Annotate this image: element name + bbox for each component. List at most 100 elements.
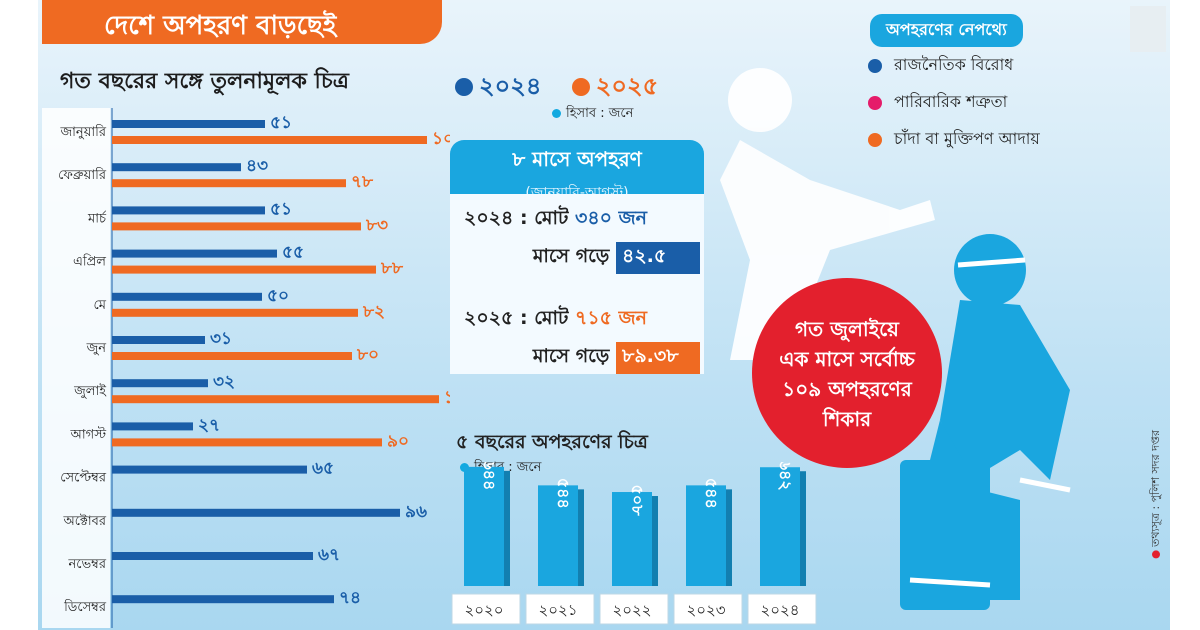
bar-2025 <box>112 265 376 274</box>
bar-value-label: ৯৬ <box>405 502 427 522</box>
bar-2025 <box>112 136 427 144</box>
year-column-side <box>652 496 658 586</box>
bar-value-label: ৮০ <box>356 345 379 365</box>
legend-2025: ২০২৫ <box>571 68 659 108</box>
left-frame <box>0 0 38 630</box>
kidnapper-body <box>720 140 935 360</box>
bar-value-label: ৩১ <box>210 329 232 349</box>
bar-2024 <box>112 120 265 128</box>
summary-2025-prefix: ২০২৫ : মোট <box>464 307 569 329</box>
month-label: জানুয়ারি <box>60 124 107 140</box>
year-column-value: ৫৪৪ <box>702 478 721 509</box>
summary-2025-avg-value: ৮৯.৩৮ <box>616 342 700 374</box>
bar-2025 <box>112 395 439 404</box>
year-label-box <box>451 593 521 625</box>
year-column-side <box>800 471 806 586</box>
legend-2025-swatch <box>571 78 590 96</box>
victim-body <box>940 300 1070 480</box>
summary-2025-total-value: ৭১৫ জন <box>574 307 647 329</box>
summary-box: ৮ মাসে অপহরণ (জানুয়ারি-আগস্ট) ২০২৪ : মো… <box>450 140 704 374</box>
bar-value-label: ৮২ <box>362 302 385 322</box>
month-label: মার্চ <box>87 211 107 227</box>
bar-2024 <box>112 422 193 431</box>
year-column <box>760 467 800 586</box>
summary-2024-avg-value: ৪২.৫ <box>616 242 700 274</box>
bar-2025 <box>112 352 352 360</box>
summary-2024-total-value: ৩৪০ জন <box>574 207 647 229</box>
bar-value-label: ৩২ <box>213 372 235 392</box>
bar-value-label: ৫১ <box>270 199 292 219</box>
reason-family-label: পারিবারিক শত্রুতা <box>894 92 1008 111</box>
summary-2025-average: মাসে গড়ে ৮৯.৩৮ <box>533 342 700 374</box>
reason-political: রাজনৈতিক বিরোধ <box>868 52 1040 89</box>
bar-value-label: ৫০ <box>267 286 289 306</box>
year-label: ২০২০ <box>464 601 503 619</box>
reasons-legend: রাজনৈতিক বিরোধ পারিবারিক শত্রুতা চাঁদা ব… <box>868 52 1040 163</box>
source-note: তথ্যসূত্র : পুলিশ সদর দপ্তর <box>1147 430 1166 564</box>
month-label-panel <box>42 108 110 628</box>
bar-2025 <box>112 179 346 188</box>
summary-header: ৮ মাসে অপহরণ (জানুয়ারি-আগস্ট) <box>450 140 704 201</box>
bar-2025 <box>112 438 382 447</box>
stool <box>900 460 990 610</box>
summary-title: ৮ মাসে অপহরণ <box>512 147 642 171</box>
right-frame <box>1170 0 1200 630</box>
year-column <box>612 492 652 586</box>
reason-ransom-label: চাঁদা বা মুক্তিপণ আদায় <box>894 129 1040 148</box>
year-label-box <box>599 593 669 625</box>
reason-family: পারিবারিক শত্রুতা <box>868 89 1040 126</box>
kidnap-illustration <box>720 68 1071 610</box>
bar-value-label: ৮৮ <box>380 259 404 279</box>
year-column-side <box>726 489 732 586</box>
year-label: ২০২২ <box>612 601 651 619</box>
bar-value-label: ৪৩ <box>246 156 268 176</box>
kidnapper-figure <box>720 68 935 360</box>
bar-2025 <box>112 222 361 231</box>
year-column-value: ৫৪৪ <box>554 478 573 509</box>
year-column-value: ৬৪৪ <box>480 462 499 490</box>
headline: দেশে অপহরণ বাড়ছেই <box>42 0 442 44</box>
bar-2024 <box>112 465 307 474</box>
callout-line-3: ১০৯ অপহরণের <box>782 377 912 401</box>
callout-line-1: গত জুলাইয়ে <box>795 317 899 341</box>
victim-figure <box>900 234 1070 610</box>
kidnapper-head <box>728 68 792 132</box>
month-label: এপ্রিল <box>73 254 106 270</box>
five-year-chart: ৬৪৪ ২০২০ ৫৪৪ ২০২১ ৫০৮ ২০২২ ৫৪৪ ২০২৩ ৬৪২ ২০২৪ <box>451 462 817 625</box>
legend-unit-text: হিসাব : জনে <box>566 106 634 121</box>
bar-value-label: ৮৩ <box>365 215 388 235</box>
reason-ransom: চাঁদা বা মুক্তিপণ আদায় <box>868 126 1040 163</box>
summary-2024-avg-label: মাসে গড়ে <box>532 245 610 267</box>
bar-2024 <box>112 595 334 604</box>
year-label-box <box>747 593 817 625</box>
bar-2024 <box>112 249 277 258</box>
bar-value-label: ১০৯ <box>444 388 450 408</box>
bar-value-label: ৬৫ <box>312 459 334 479</box>
hand-rope <box>1019 477 1071 493</box>
year-column <box>538 485 578 586</box>
legend-unit: হিসাব : জনে <box>552 104 633 125</box>
reason-ransom-dot <box>868 132 882 147</box>
legend-2024: ২০২৪ <box>455 68 541 108</box>
bar-2024 <box>112 336 205 344</box>
year-label: ২০২৩ <box>686 601 725 619</box>
five-year-title: ৫ বছরের অপহরণের চিত্র <box>456 431 648 453</box>
summary-2025-total: ২০২৫ : মোট ৭১৫ জন <box>464 304 647 336</box>
year-column-value: ৫০৮ <box>628 484 647 516</box>
year-column-side <box>578 489 584 586</box>
year-column-value: ৬৪২ <box>776 462 795 491</box>
ropes <box>909 257 1071 588</box>
bar-value-label: ৯০ <box>387 431 409 451</box>
month-label: ডিসেম্বর <box>63 599 107 615</box>
month-label: অক্টোবর <box>63 514 107 529</box>
unit-dot <box>552 109 561 118</box>
legend-2025-label: ২০২৫ <box>595 72 659 100</box>
month-label: নভেম্বর <box>68 557 107 572</box>
source-text: তথ্যসূত্র : পুলিশ সদর দপ্তর <box>1149 430 1162 547</box>
reason-political-label: রাজনৈতিক বিরোধ <box>894 55 1014 74</box>
year-label: ২০২৪ <box>761 601 800 619</box>
legend-2024-label: ২০২৪ <box>479 72 542 100</box>
blindfold-rope <box>957 257 1026 268</box>
month-label: জুলাই <box>73 383 107 399</box>
year-column-side <box>504 470 510 586</box>
